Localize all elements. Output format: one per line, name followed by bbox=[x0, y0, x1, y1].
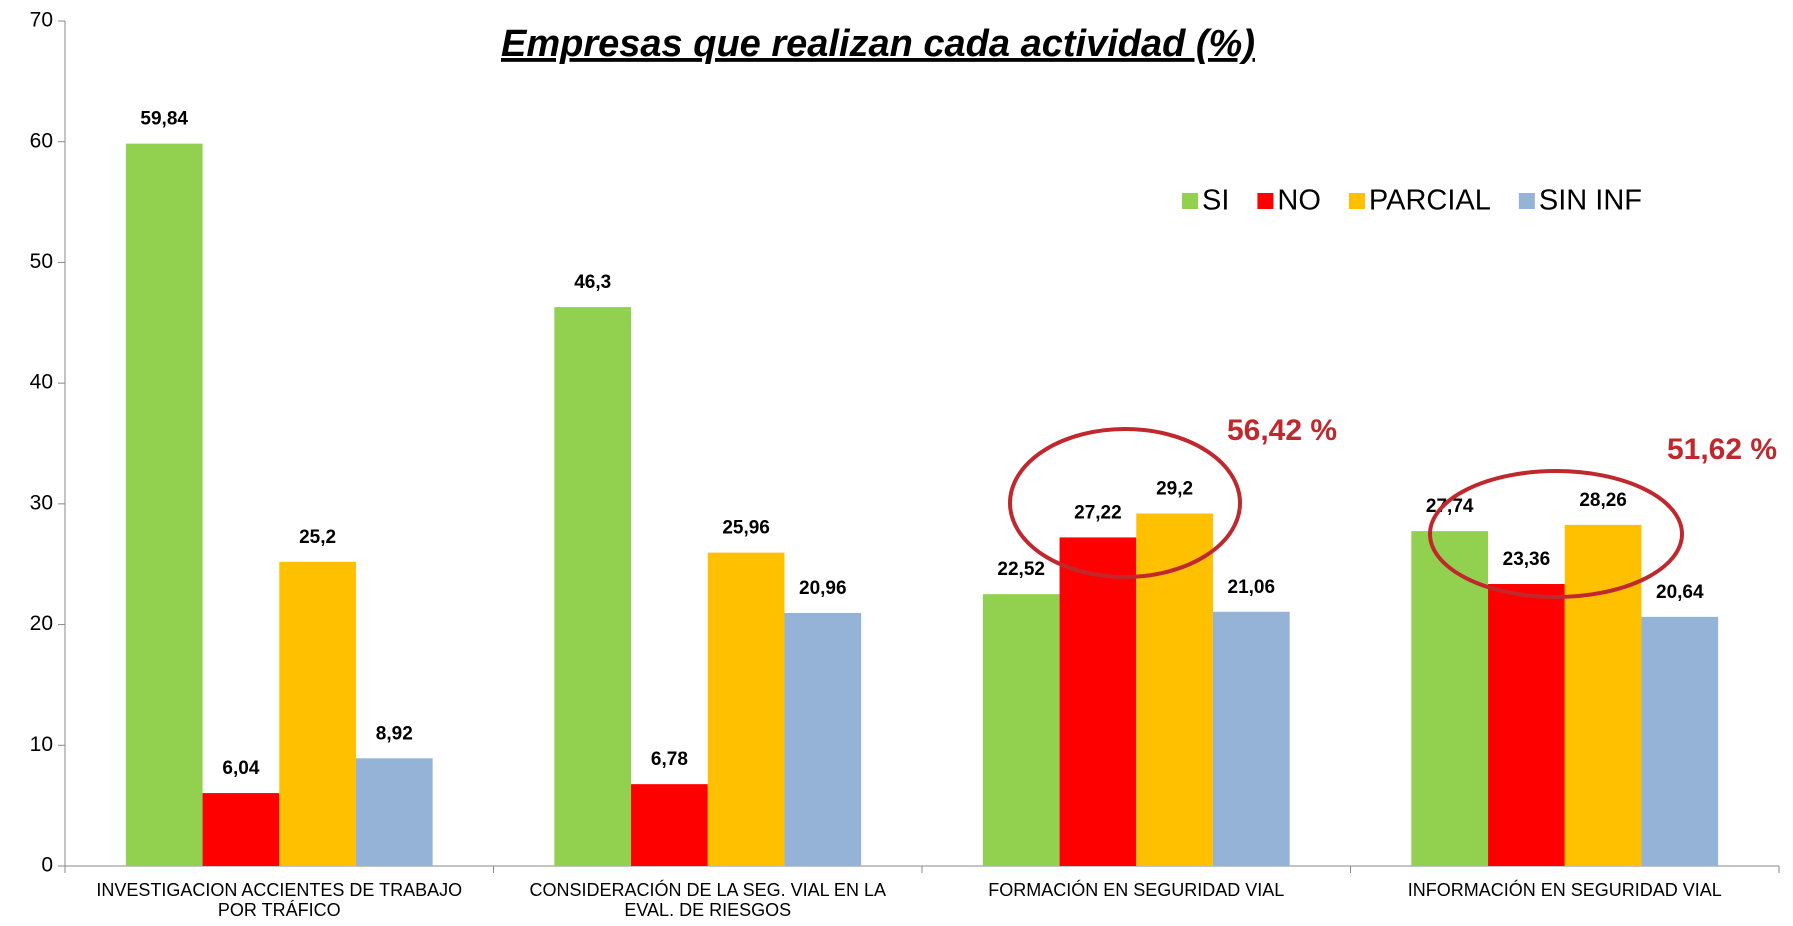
bar bbox=[202, 793, 280, 866]
x-tick-label: INFORMACIÓN EN SEGURIDAD VIAL bbox=[1407, 880, 1722, 900]
bar bbox=[982, 594, 1060, 866]
y-tick-label: 60 bbox=[30, 129, 53, 152]
value-label: 25,96 bbox=[722, 518, 770, 539]
bar bbox=[554, 307, 632, 866]
y-tick-label: 40 bbox=[30, 371, 53, 394]
annotation: 51,62 % bbox=[1667, 433, 1777, 466]
value-label: 59,84 bbox=[140, 109, 188, 130]
value-label: 6,04 bbox=[222, 758, 259, 779]
value-label: 23,36 bbox=[1503, 549, 1551, 570]
bar bbox=[125, 143, 203, 866]
y-tick-label: 50 bbox=[30, 250, 53, 273]
y-tick-label: 10 bbox=[30, 733, 53, 756]
x-tick-label: CONSIDERACIÓN DE LA SEG. VIAL EN LA EVAL… bbox=[529, 880, 886, 920]
y-tick-label: 30 bbox=[30, 491, 53, 514]
bar bbox=[1212, 611, 1290, 866]
value-label: 8,92 bbox=[376, 723, 413, 744]
legend-swatch bbox=[1257, 193, 1274, 209]
value-label: 25,2 bbox=[299, 527, 336, 548]
legend-swatch bbox=[1348, 193, 1365, 209]
legend-swatch bbox=[1518, 193, 1535, 209]
bar bbox=[1564, 524, 1642, 866]
value-label: 27,22 bbox=[1074, 502, 1122, 523]
value-label: 21,06 bbox=[1228, 577, 1276, 598]
legend-label: PARCIAL bbox=[1369, 185, 1491, 217]
value-label: 20,64 bbox=[1656, 582, 1704, 603]
bar bbox=[279, 561, 356, 866]
bar bbox=[707, 552, 785, 866]
legend-swatch bbox=[1182, 193, 1198, 209]
x-tick-label: INVESTIGACION ACCIENTES DE TRABAJO POR T… bbox=[96, 880, 463, 920]
bar bbox=[1488, 584, 1565, 866]
bar bbox=[355, 758, 433, 866]
bar bbox=[784, 612, 862, 866]
x-tick-label: FORMACIÓN EN SEGURIDAD VIAL bbox=[988, 880, 1285, 900]
legend-label: SI bbox=[1202, 185, 1229, 217]
highlight-ellipse bbox=[1428, 469, 1684, 599]
highlight-ellipse bbox=[1008, 427, 1242, 579]
value-label: 28,26 bbox=[1579, 490, 1627, 511]
bar bbox=[1059, 537, 1137, 866]
value-label: 20,96 bbox=[799, 578, 847, 599]
chart-title: Empresas que realizan cada actividad (%) bbox=[501, 23, 1255, 65]
y-tick-label: 0 bbox=[41, 854, 53, 877]
bar bbox=[1411, 531, 1489, 866]
bar bbox=[1136, 513, 1213, 866]
value-label: 22,52 bbox=[997, 559, 1045, 580]
legend-label: SIN INF bbox=[1539, 185, 1642, 217]
value-label: 46,3 bbox=[574, 272, 611, 293]
legend-label: NO bbox=[1277, 185, 1321, 217]
bar bbox=[1641, 616, 1719, 866]
y-tick-label: 70 bbox=[30, 9, 53, 32]
value-label: 6,78 bbox=[651, 749, 688, 770]
annotation: 56,42 % bbox=[1227, 414, 1337, 447]
value-label: 29,2 bbox=[1156, 479, 1193, 500]
bar bbox=[631, 784, 708, 866]
y-tick-label: 20 bbox=[30, 612, 53, 635]
